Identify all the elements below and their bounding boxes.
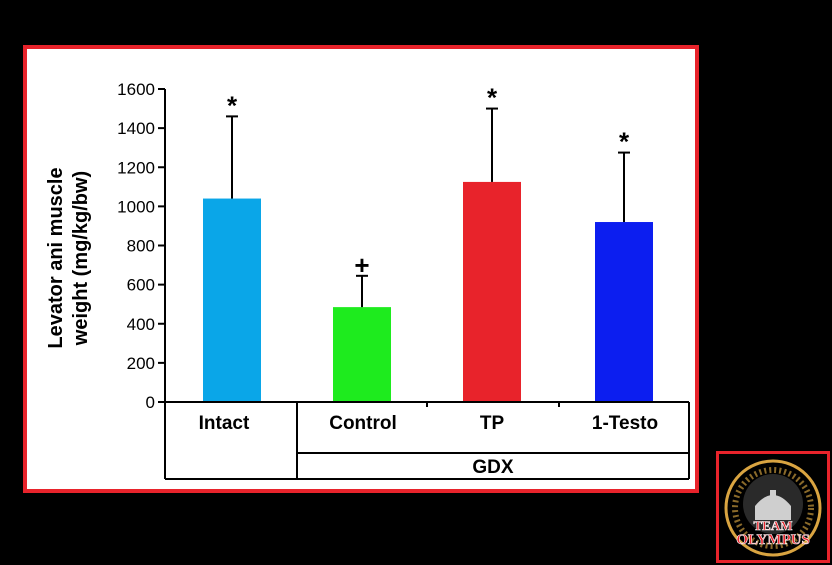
- y-axis-label-line2: weight (mg/kg/bw): [70, 171, 92, 346]
- x-axis-category-table: Intact Control TP 1-Testo GDX: [164, 401, 690, 480]
- y-tick-label-1000: 1000: [117, 197, 155, 216]
- bar-intact: [203, 198, 261, 402]
- logo-graphic: TEAM OLYMPUS: [724, 459, 822, 557]
- significance-mark-1-testo: *: [619, 127, 630, 157]
- y-tick-label-200: 200: [127, 354, 155, 373]
- bar-1-testo: [595, 222, 653, 402]
- chart-frame: [23, 45, 699, 493]
- y-axis-label-line1: Levator ani muscle: [45, 167, 67, 348]
- bar-control: [333, 307, 391, 402]
- y-axis-label: Levator ani muscle weight (mg/kg/bw): [45, 167, 92, 348]
- y-tick-label-800: 800: [127, 237, 155, 256]
- y-tick-label-400: 400: [127, 315, 155, 334]
- y-tick-label-0: 0: [146, 393, 155, 412]
- error-bars: [226, 107, 630, 308]
- logo-building-icon: [755, 495, 791, 520]
- y-tick-label-1400: 1400: [117, 119, 155, 138]
- significance-mark-tp: *: [487, 83, 498, 113]
- group-label-gdx: GDX: [472, 457, 514, 478]
- x-tick-label-tp: TP: [480, 413, 505, 434]
- logo-text-team: TEAM: [754, 518, 793, 533]
- bar-series: [203, 181, 653, 402]
- significance-mark-control: +: [354, 250, 369, 280]
- x-tick-label-intact: Intact: [199, 413, 250, 434]
- y-tick-label-600: 600: [127, 276, 155, 295]
- team-olympus-logo: TEAM OLYMPUS: [716, 451, 830, 563]
- x-tick-label-control: Control: [329, 413, 397, 434]
- x-tick-label-1-testo: 1-Testo: [592, 413, 658, 434]
- logo-text-olympus: OLYMPUS: [736, 532, 810, 548]
- bar-tp: [463, 181, 521, 402]
- y-axis: 0 200 400 600 800 1000 1200 1400 1600: [117, 80, 166, 412]
- y-tick-label-1600: 1600: [117, 80, 155, 99]
- logo-tower-icon: [770, 490, 776, 500]
- significance-marks: * + * *: [227, 83, 630, 280]
- logo-inner-ring: [732, 467, 814, 549]
- y-tick-label-1200: 1200: [117, 158, 155, 177]
- significance-mark-intact: *: [227, 90, 238, 120]
